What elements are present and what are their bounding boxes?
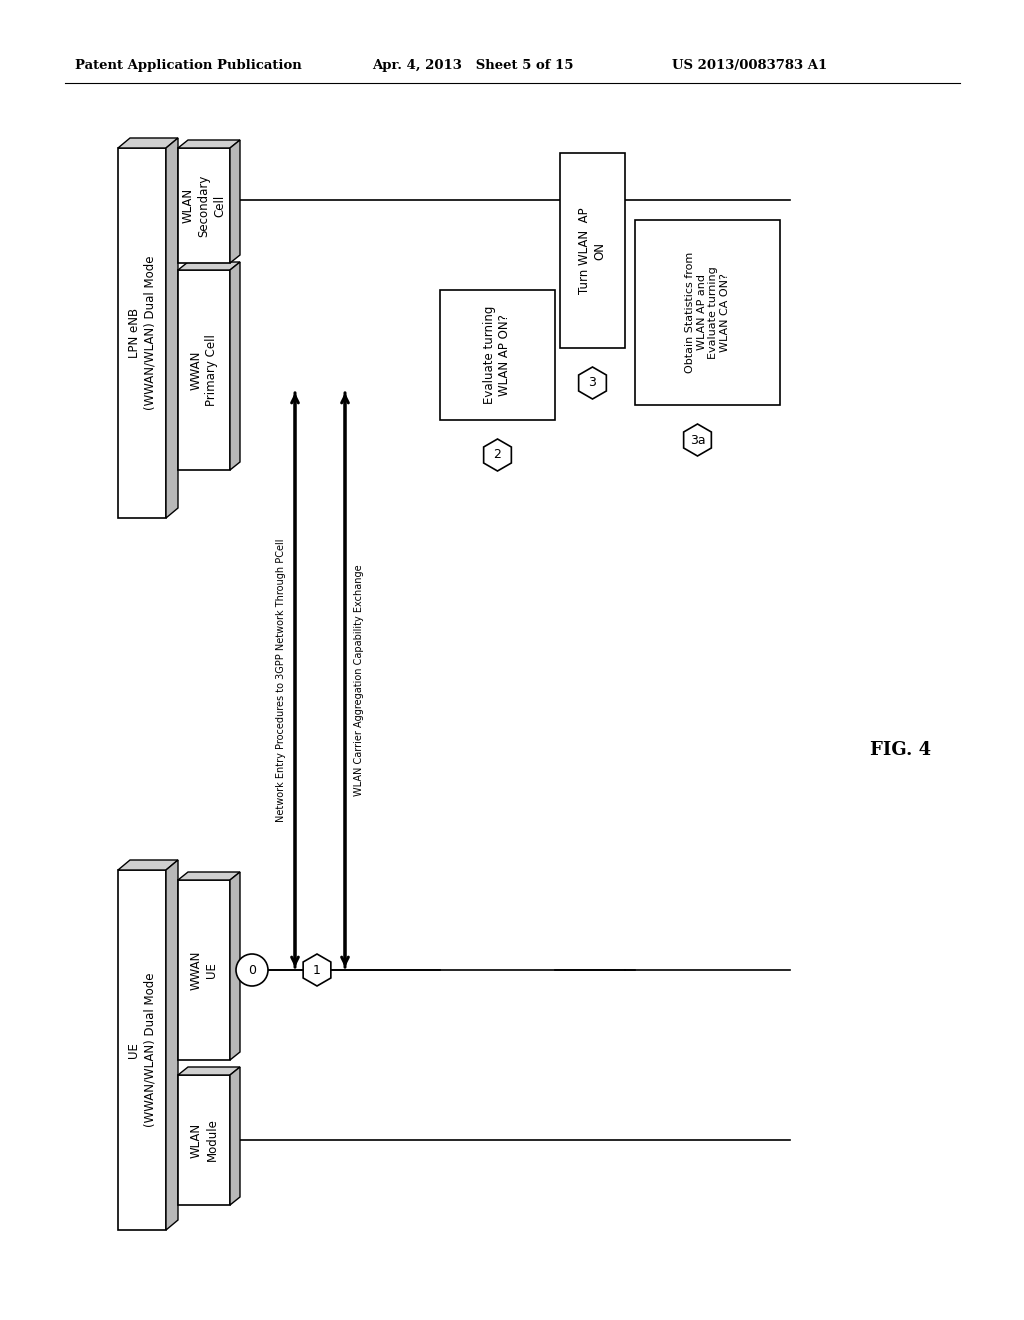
Polygon shape <box>118 139 178 148</box>
Polygon shape <box>579 367 606 399</box>
Text: Obtain Statistics from
WLAN AP and
Evaluate turning
WLAN CA ON?: Obtain Statistics from WLAN AP and Evalu… <box>685 252 730 374</box>
Polygon shape <box>118 148 166 517</box>
Polygon shape <box>166 861 178 1230</box>
Text: 2: 2 <box>494 449 502 462</box>
Polygon shape <box>118 861 178 870</box>
Polygon shape <box>178 140 240 148</box>
Text: UE
(WWAN/WLAN) Dual Mode: UE (WWAN/WLAN) Dual Mode <box>128 973 157 1127</box>
Polygon shape <box>178 1074 230 1205</box>
Polygon shape <box>178 1067 240 1074</box>
Text: 3a: 3a <box>690 433 706 446</box>
Text: LPN eNB
(WWAN/WLAN) Dual Mode: LPN eNB (WWAN/WLAN) Dual Mode <box>128 256 157 411</box>
Text: WLAN
Module: WLAN Module <box>189 1118 218 1162</box>
Polygon shape <box>684 424 712 455</box>
Polygon shape <box>118 870 166 1230</box>
Polygon shape <box>303 954 331 986</box>
Polygon shape <box>166 139 178 517</box>
Text: 3: 3 <box>589 376 596 389</box>
Text: Patent Application Publication: Patent Application Publication <box>75 58 302 71</box>
Text: WWAN
UE: WWAN UE <box>189 950 218 990</box>
Circle shape <box>236 954 268 986</box>
Polygon shape <box>230 873 240 1060</box>
Polygon shape <box>178 873 240 880</box>
Text: FIG. 4: FIG. 4 <box>870 741 931 759</box>
Text: Evaluate turning
WLAN AP ON?: Evaluate turning WLAN AP ON? <box>483 306 512 404</box>
Polygon shape <box>178 261 240 271</box>
Text: WWAN
Primary Cell: WWAN Primary Cell <box>189 334 218 407</box>
Text: 1: 1 <box>313 964 321 977</box>
Polygon shape <box>230 140 240 263</box>
Polygon shape <box>635 220 780 405</box>
Polygon shape <box>230 261 240 470</box>
Text: Turn WLAN  AP
ON: Turn WLAN AP ON <box>579 207 606 294</box>
Polygon shape <box>230 1067 240 1205</box>
Text: 0: 0 <box>248 964 256 977</box>
Text: US 2013/0083783 A1: US 2013/0083783 A1 <box>672 58 827 71</box>
Text: Apr. 4, 2013   Sheet 5 of 15: Apr. 4, 2013 Sheet 5 of 15 <box>372 58 573 71</box>
Polygon shape <box>440 290 555 420</box>
Polygon shape <box>178 148 230 263</box>
Polygon shape <box>560 153 625 348</box>
Polygon shape <box>483 440 511 471</box>
Text: Network Entry Procedures to 3GPP Network Through PCell: Network Entry Procedures to 3GPP Network… <box>276 539 286 822</box>
Text: WLAN
Secondary
Cell: WLAN Secondary Cell <box>181 174 226 236</box>
Polygon shape <box>178 271 230 470</box>
Text: WLAN Carrier Aggregation Capability Exchange: WLAN Carrier Aggregation Capability Exch… <box>354 564 364 796</box>
Polygon shape <box>178 880 230 1060</box>
